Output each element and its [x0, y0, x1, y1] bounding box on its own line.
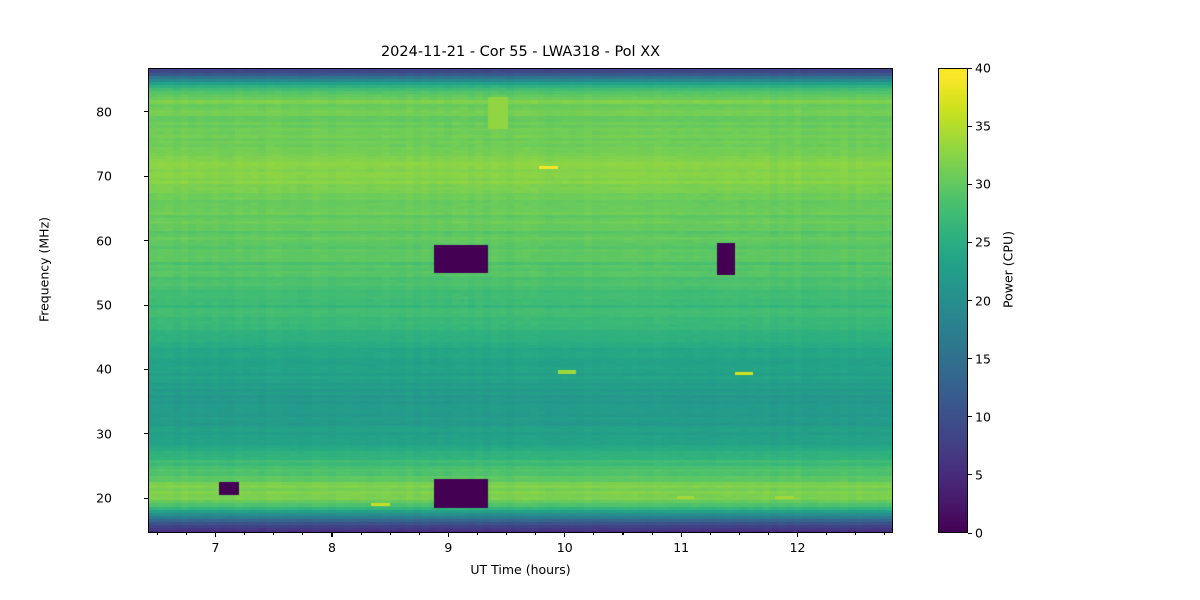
y-tick-label: 40 [96, 361, 112, 377]
x-tick-mark [797, 533, 799, 537]
x-tick-mark [564, 533, 566, 537]
x-tick-minor-mark [360, 533, 362, 536]
colorbar[interactable] [938, 68, 968, 533]
y-tick-mark [144, 368, 148, 370]
x-tick-label: 12 [789, 540, 806, 555]
x-tick-mark [680, 533, 682, 537]
y-tick-mark [144, 240, 148, 242]
x-tick-minor-mark [389, 533, 391, 536]
y-tick-mark [144, 175, 148, 177]
colorbar-tick-mark [968, 125, 972, 127]
y-tick-mark [144, 111, 148, 113]
colorbar-tick-label: 25 [975, 234, 991, 250]
colorbar-tick-mark [968, 532, 972, 534]
colorbar-tick-label: 10 [975, 409, 991, 425]
x-tick-label: 10 [556, 540, 573, 555]
x-tick-minor-mark [506, 533, 508, 536]
x-tick-minor-mark [855, 533, 857, 536]
x-tick-minor-mark [738, 533, 740, 536]
x-tick-mark [331, 533, 333, 537]
x-tick-minor-mark [826, 533, 828, 536]
colorbar-gradient [939, 69, 967, 532]
x-axis-label: UT Time (hours) [470, 562, 571, 577]
x-tick-label: 9 [444, 540, 453, 555]
page-title: 2024-11-21 - Cor 55 - LWA318 - Pol XX [380, 44, 661, 60]
y-tick-label: 50 [96, 297, 112, 313]
y-tick-mark [144, 497, 148, 499]
spectrogram-image [149, 69, 892, 532]
x-tick-minor-mark [593, 533, 595, 536]
y-tick-label: 60 [96, 233, 112, 249]
x-tick-minor-mark [535, 533, 537, 536]
colorbar-tick-label: 20 [975, 293, 991, 308]
x-tick-label: 8 [327, 540, 336, 555]
spectrogram-axes[interactable] [148, 68, 893, 533]
x-tick-minor-mark [273, 533, 275, 536]
y-tick-mark [144, 304, 148, 306]
y-tick-label: 80 [96, 104, 112, 120]
x-tick-mark [447, 533, 449, 537]
colorbar-tick-mark [968, 474, 972, 476]
y-tick-mark [144, 433, 148, 435]
x-tick-minor-mark [476, 533, 479, 536]
x-tick-label: 11 [673, 540, 690, 555]
colorbar-tick-mark [968, 241, 972, 243]
colorbar-tick-label: 40 [975, 60, 991, 76]
x-tick-minor-mark [418, 533, 420, 536]
y-tick-label: 20 [96, 490, 112, 506]
colorbar-tick-label: 5 [975, 467, 983, 483]
colorbar-tick-mark [968, 416, 972, 418]
x-tick-minor-mark [302, 533, 304, 536]
colorbar-tick-mark [968, 183, 972, 185]
x-tick-minor-mark [185, 533, 187, 536]
colorbar-tick-mark [968, 67, 972, 69]
x-tick-label: 7 [211, 540, 220, 555]
colorbar-tick-label: 35 [975, 118, 991, 134]
colorbar-tick-label: 15 [975, 351, 991, 367]
y-axis-label: Frequency (MHz) [36, 216, 52, 323]
colorbar-label: Power (CPU) [1000, 231, 1016, 308]
y-tick-label: 70 [96, 168, 112, 184]
x-tick-minor-mark [651, 533, 653, 536]
x-tick-minor-mark [622, 533, 624, 536]
colorbar-tick-mark [968, 300, 972, 302]
colorbar-tick-label: 0 [975, 525, 983, 541]
y-tick-label: 30 [96, 426, 112, 442]
x-tick-minor-mark [884, 533, 886, 536]
x-tick-minor-mark [709, 533, 711, 536]
colorbar-tick-label: 30 [975, 176, 991, 192]
x-tick-minor-mark [767, 533, 770, 536]
x-tick-minor-mark [244, 533, 246, 536]
x-tick-mark [215, 533, 217, 537]
x-tick-minor-mark [156, 533, 158, 536]
colorbar-tick-mark [968, 358, 972, 360]
